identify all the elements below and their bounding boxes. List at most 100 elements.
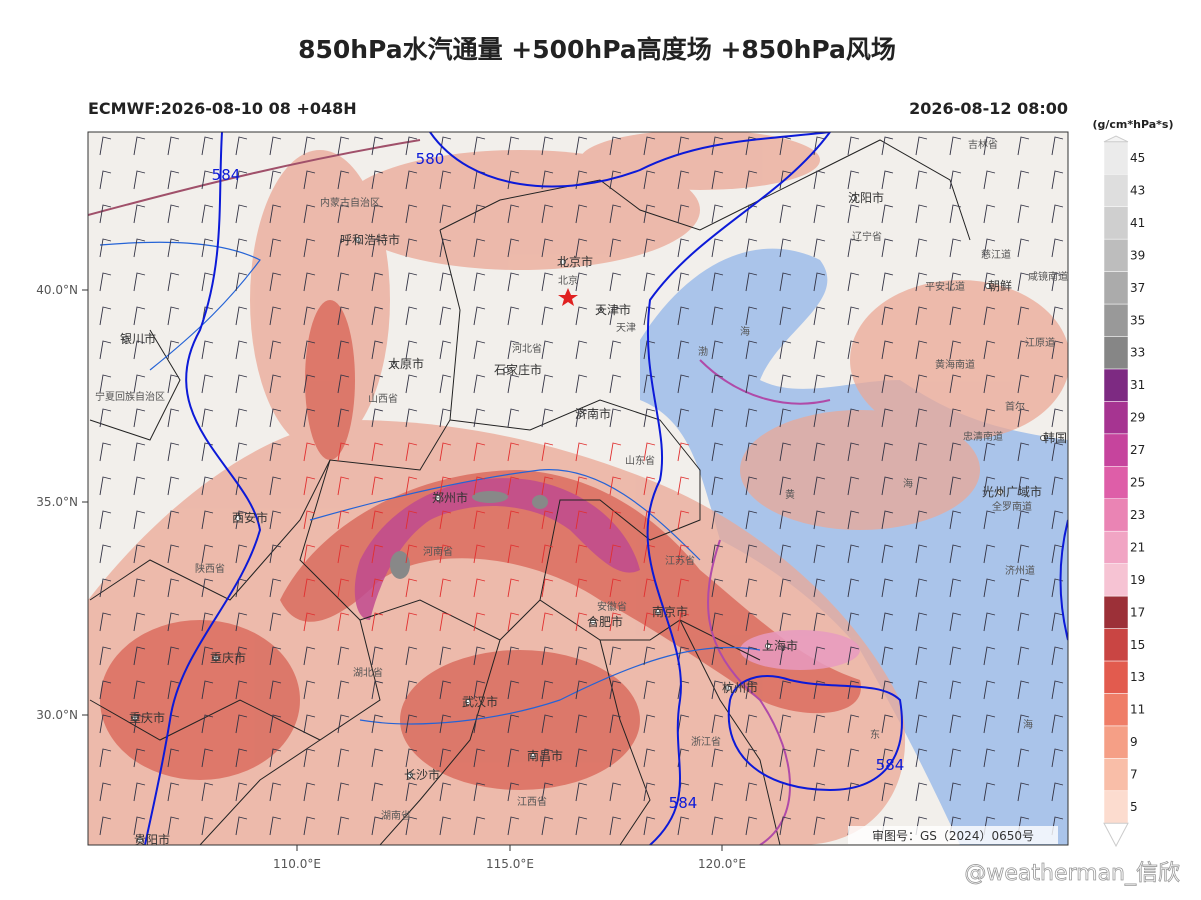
place-label: 杭州市 [722,680,758,695]
wind-barb [269,374,282,394]
wind-barb [541,170,554,190]
wind-barb [337,714,350,734]
wind-barb [337,578,350,598]
wind-barb [915,578,928,598]
wind-barb [507,544,520,564]
colorbar-label: 33 [1130,346,1145,360]
title: 850hPa水汽通量 +500hPa高度场 +850hPa风场 [298,35,896,64]
wind-barb [711,442,724,462]
wind-barb [507,272,520,292]
watermark: @weatherman_信欣 [964,861,1180,886]
wind-barb [881,136,894,156]
wind-barb [677,476,690,496]
wind-barb [983,442,996,462]
wind-barb [439,510,452,530]
wind-barb [813,510,826,530]
wind-barb [201,714,214,734]
wind-barb [337,238,350,258]
wind-barb [99,272,112,292]
wind-barb [949,748,962,768]
wind-barb [1051,476,1064,496]
wind-barb [337,680,350,700]
wind-barb [269,136,282,156]
wind-barb [439,170,452,190]
moisture-light [88,132,1068,845]
wind-barb [711,374,724,394]
wind-barb [745,544,758,564]
wind-barb [405,714,418,734]
wind-barb [779,204,792,224]
borders [89,139,971,845]
wind-barb [575,510,588,530]
wind-barb [473,306,486,326]
colorbar-unit: (g/cm*hPa*s) [1092,118,1173,131]
wind-barb [711,136,724,156]
wind-barb [779,544,792,564]
wind-barb [303,680,316,700]
wind-barb [847,136,860,156]
wind-barb [167,170,180,190]
wind-barb [167,272,180,292]
wind-barb [983,748,996,768]
wind-barb [371,578,384,598]
wind-barb [813,612,826,632]
wind-barb [235,782,248,802]
contour-label: 584 [212,166,241,184]
city-dot [560,259,566,265]
wind-barb [779,612,792,632]
wind-barb [473,646,486,666]
wind-barb [609,476,622,496]
wind-barb [915,544,928,564]
wind-barb [473,476,486,496]
wind-barb [847,272,860,292]
wind-barb [609,544,622,564]
wind-barb [473,510,486,530]
wind-barb [847,442,860,462]
wind-barb [881,748,894,768]
wind-barb [235,374,248,394]
wind-barb [167,748,180,768]
wind-barb [405,578,418,598]
place-label: 合肥市 [587,614,623,629]
wind-barb [915,476,928,496]
wind-barb [473,578,486,598]
wind-barb [133,204,146,224]
wind-barb [813,782,826,802]
place-label: 朝鲜 [988,279,1012,293]
place-label: 天津市 [595,302,631,317]
place-label: 天津 [616,322,636,334]
colorbar-label: 25 [1130,476,1145,490]
wind-barb [609,272,622,292]
wind-barb [915,272,928,292]
wind-barb [779,272,792,292]
wind-barb [915,510,928,530]
review-box [848,826,1058,844]
wind-barb [983,170,996,190]
wind-barb [575,544,588,564]
colorbar-label: 41 [1130,216,1145,230]
wind-barb [269,170,282,190]
wind-barb [337,748,350,768]
wind-barb [337,340,350,360]
city-dot [765,643,771,649]
wind-barb [99,646,112,666]
wind-barb [609,680,622,700]
wind-barb [99,442,112,462]
wind-barb [235,612,248,632]
wind-barb [813,442,826,462]
wind-barb [711,408,724,428]
wind-barb [915,408,928,428]
wind-barb [507,374,520,394]
city-dot [725,685,731,691]
wind-barb [371,476,384,496]
wind-barb [915,204,928,224]
wind-barb [473,442,486,462]
wind-barb [779,306,792,326]
place-label: 忠清南道 [963,430,1003,443]
wind-barb [575,714,588,734]
wind-barb [1051,170,1064,190]
place-label: 韩国 [1043,430,1067,445]
wind-barb [643,374,656,394]
wind-barb [1051,714,1064,734]
place-label: 江原道 [1025,336,1055,349]
